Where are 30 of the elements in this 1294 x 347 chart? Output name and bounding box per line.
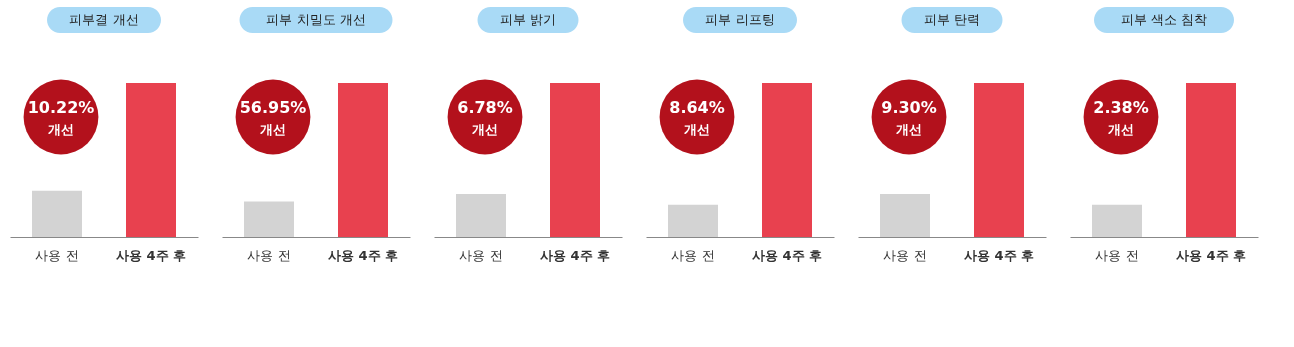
annotation: 개선 (48, 122, 74, 137)
annotation: 8.64% (669, 98, 725, 117)
chart-title: 피부 리프팅 (705, 12, 775, 27)
chart-title: 피부 색소 침착 (1120, 12, 1208, 27)
x-tick-label: 사용 4주 후 (751, 247, 823, 263)
annotation: 개선 (260, 122, 286, 137)
annotation: 개선 (896, 122, 922, 137)
x-tick-label: 사용 전 (247, 247, 291, 263)
x-tick-label: 사용 4주 후 (327, 247, 399, 263)
x-tick-label: 사용 4주 후 (963, 247, 1035, 263)
x-tick-label: 사용 4주 후 (539, 247, 611, 263)
x-tick-label: 사용 전 (1095, 247, 1139, 263)
x-tick-label: 사용 전 (671, 247, 715, 263)
x-tick-label: 사용 4주 후 (115, 247, 187, 263)
x-tick-label: 사용 전 (35, 247, 79, 263)
annotation: 9.30% (881, 98, 937, 117)
chart-title: 피부결 개선 (69, 12, 139, 27)
annotation: 개선 (1108, 122, 1134, 137)
chart-title: 피부 치밀도 개선 (266, 12, 366, 27)
annotation: 10.22% (27, 98, 95, 117)
x-tick-label: 사용 4주 후 (1175, 247, 1247, 263)
annotation: 56.95% (239, 98, 307, 117)
x-tick-label: 사용 전 (459, 247, 503, 263)
annotation: 개선 (684, 122, 710, 137)
chart-title: 피부 탄력 (923, 12, 981, 27)
annotation: 개선 (472, 122, 498, 137)
chart-title: 피부 밝기 (499, 12, 557, 27)
annotation: 6.78% (457, 98, 513, 117)
annotation: 2.38% (1093, 98, 1149, 117)
x-tick-label: 사용 전 (883, 247, 927, 263)
